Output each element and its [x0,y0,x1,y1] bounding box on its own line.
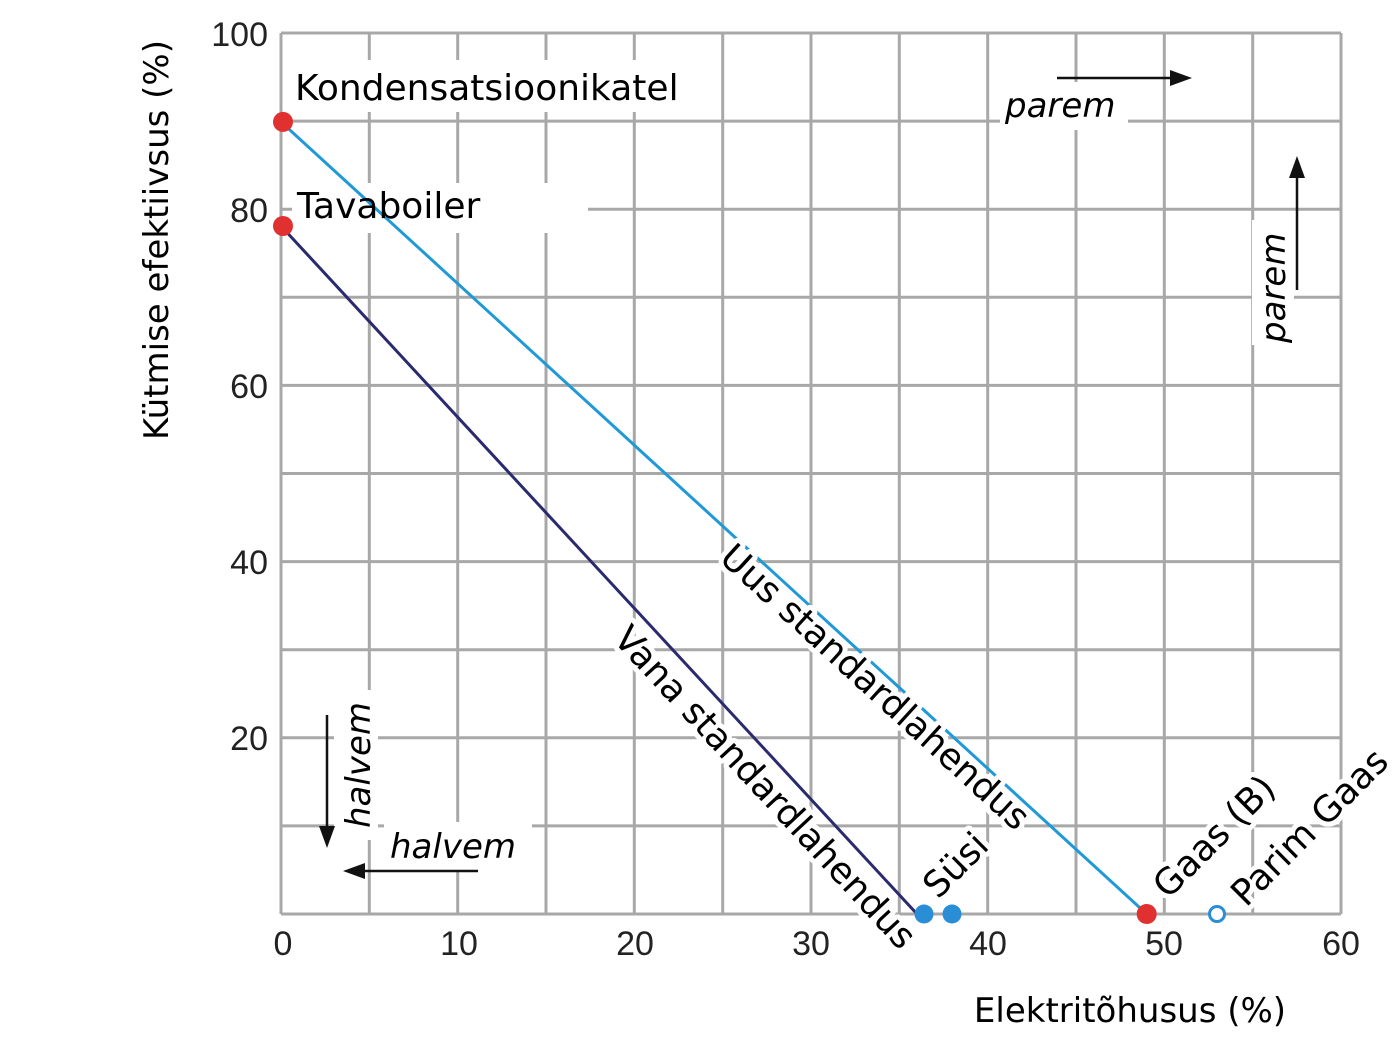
point-susi-1 [914,904,934,924]
point-parim-gaas [1208,905,1226,923]
series-line-vana-standardlahendus [279,224,919,916]
svg-text:0: 0 [274,925,293,963]
svg-text:100: 100 [211,16,268,54]
label-halvem-left: halvem [390,827,516,867]
svg-text:Süsi: Süsi [915,825,997,907]
label-kondensatsioonikatel: Kondensatsioonikatel [295,68,679,109]
svg-text:80: 80 [230,192,268,230]
label-susi: Süsi Süsi [910,820,1002,912]
label-bg [292,183,588,233]
arrow-down-icon [319,715,335,848]
point-gaas-b [1136,904,1157,924]
y-axis-ticks: 20 40 60 80 100 [211,16,268,758]
arrow-up-icon [1289,156,1305,290]
x-axis-ticks: 0 10 20 30 40 50 60 [274,925,1360,963]
svg-text:10: 10 [440,925,478,963]
svg-text:60: 60 [1322,925,1360,963]
svg-text:30: 30 [792,925,830,963]
series-line-uus-standardlahendus [279,120,1148,916]
point-susi-2 [942,904,962,924]
svg-text:20: 20 [616,925,654,963]
y-axis-label: Kütmise efektiivsus (%) [137,40,177,440]
svg-text:50: 50 [1145,925,1183,963]
svg-text:60: 60 [230,368,268,406]
label-bg [1000,82,1128,130]
label-tavaboiler: Tavaboiler [296,186,480,227]
x-axis-label: Elektritõhusus (%) [974,991,1286,1031]
label-bg [1252,220,1294,345]
label-bg [334,690,378,840]
svg-text:40: 40 [230,544,268,582]
svg-text:20: 20 [230,720,268,758]
arrow-right-icon [1057,70,1192,86]
label-bg [292,60,702,112]
label-parem-right: parem [1004,86,1115,126]
label-parem-up: parem [1254,233,1294,344]
point-tavaboiler [273,216,293,236]
arrow-left-icon [343,863,478,879]
plot-grid [279,31,1343,916]
label-bg [384,822,532,870]
svg-text:40: 40 [969,925,1007,963]
label-halvem-down: halvem [339,702,379,828]
point-kondensatsioonikatel [273,111,293,132]
